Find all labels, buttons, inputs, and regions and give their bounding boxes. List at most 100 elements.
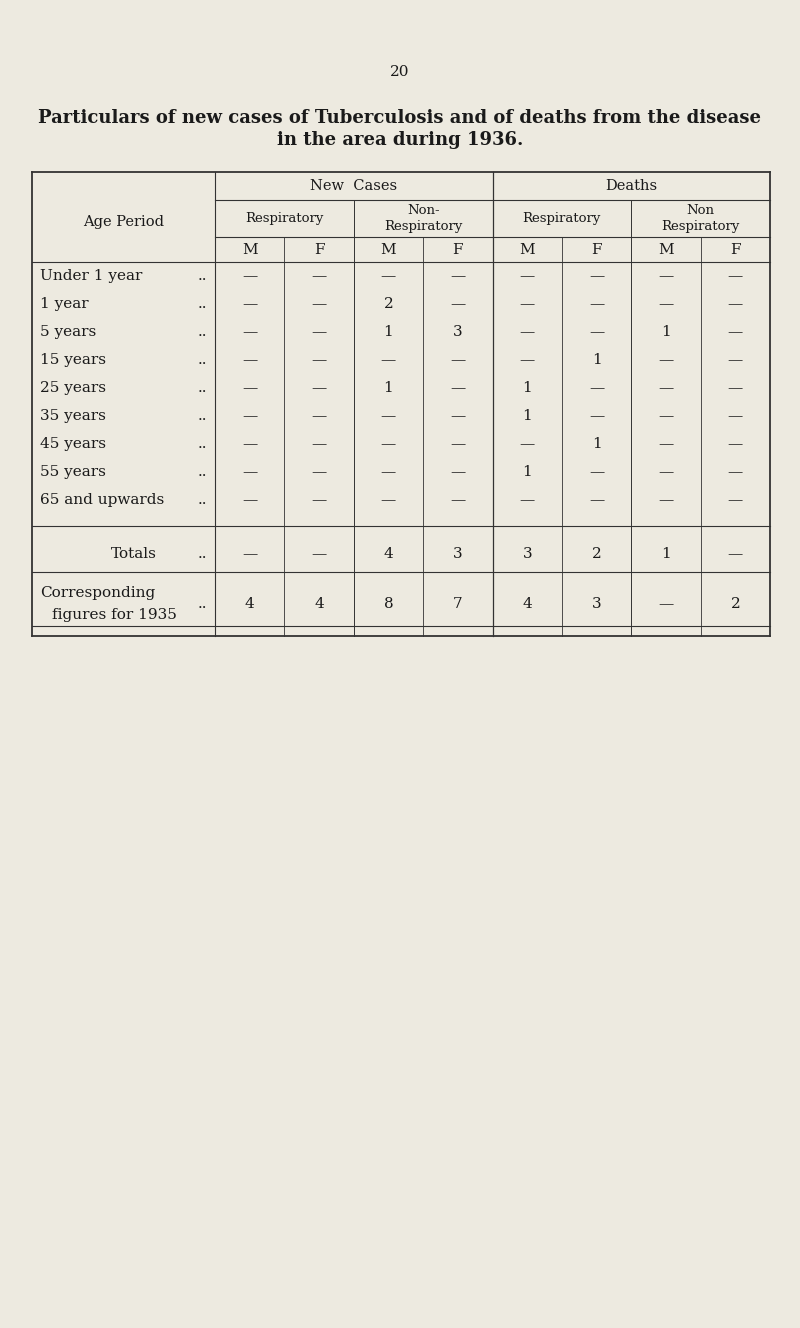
Text: —: —: [242, 297, 258, 311]
Text: 1: 1: [383, 325, 394, 339]
Text: New  Cases: New Cases: [310, 179, 398, 193]
Text: 20: 20: [390, 65, 410, 78]
Text: —: —: [658, 270, 674, 283]
Text: Under 1 year: Under 1 year: [40, 270, 142, 283]
Text: —: —: [589, 409, 604, 424]
Text: 65 and upwards: 65 and upwards: [40, 493, 164, 507]
Text: ..: ..: [198, 493, 207, 507]
Text: —: —: [589, 325, 604, 339]
Text: M: M: [381, 243, 396, 256]
Text: ..: ..: [198, 325, 207, 339]
Text: —: —: [589, 297, 604, 311]
Text: 1: 1: [383, 381, 394, 394]
Text: —: —: [242, 270, 258, 283]
Text: —: —: [311, 437, 326, 452]
Text: 1: 1: [661, 325, 671, 339]
Text: —: —: [450, 493, 466, 507]
Text: —: —: [381, 465, 396, 479]
Text: 55 years: 55 years: [40, 465, 106, 479]
Text: ..: ..: [198, 598, 207, 611]
Text: —: —: [450, 437, 466, 452]
Text: —: —: [242, 465, 258, 479]
Text: 2: 2: [730, 598, 740, 611]
Text: —: —: [242, 547, 258, 560]
Text: 25 years: 25 years: [40, 381, 106, 394]
Text: ..: ..: [198, 547, 207, 560]
Text: —: —: [381, 409, 396, 424]
Text: —: —: [311, 297, 326, 311]
Text: 15 years: 15 years: [40, 353, 106, 367]
Text: F: F: [730, 243, 741, 256]
Text: —: —: [658, 465, 674, 479]
Text: 7: 7: [453, 598, 462, 611]
Text: —: —: [728, 270, 743, 283]
Text: 4: 4: [245, 598, 254, 611]
Text: 1: 1: [522, 465, 532, 479]
Text: —: —: [242, 409, 258, 424]
Text: —: —: [381, 437, 396, 452]
Text: —: —: [728, 409, 743, 424]
Text: —: —: [589, 381, 604, 394]
Text: —: —: [242, 437, 258, 452]
Text: ..: ..: [198, 381, 207, 394]
Text: 3: 3: [522, 547, 532, 560]
Text: —: —: [519, 493, 535, 507]
Text: 1: 1: [592, 353, 602, 367]
Text: 5 years: 5 years: [40, 325, 96, 339]
Text: F: F: [453, 243, 463, 256]
Text: M: M: [519, 243, 535, 256]
Text: ..: ..: [198, 437, 207, 452]
Text: —: —: [728, 465, 743, 479]
Text: —: —: [519, 437, 535, 452]
Text: figures for 1935: figures for 1935: [52, 608, 177, 622]
Text: M: M: [658, 243, 674, 256]
Text: ..: ..: [198, 465, 207, 479]
Text: —: —: [450, 270, 466, 283]
Text: 3: 3: [453, 547, 462, 560]
Text: Totals: Totals: [110, 547, 157, 560]
Text: —: —: [658, 297, 674, 311]
Text: Respiratory: Respiratory: [522, 212, 601, 224]
Text: 45 years: 45 years: [40, 437, 106, 452]
Text: 1: 1: [522, 409, 532, 424]
Text: Respiratory: Respiratory: [245, 212, 323, 224]
Text: —: —: [450, 465, 466, 479]
Text: —: —: [311, 493, 326, 507]
Text: 1: 1: [661, 547, 671, 560]
Text: ..: ..: [198, 297, 207, 311]
Text: —: —: [311, 547, 326, 560]
Text: —: —: [658, 493, 674, 507]
Text: M: M: [242, 243, 258, 256]
Text: —: —: [589, 493, 604, 507]
Text: 3: 3: [592, 598, 602, 611]
Text: —: —: [242, 325, 258, 339]
Text: —: —: [311, 353, 326, 367]
Text: —: —: [381, 493, 396, 507]
Text: —: —: [728, 493, 743, 507]
Text: —: —: [519, 270, 535, 283]
Text: —: —: [658, 409, 674, 424]
Text: —: —: [381, 353, 396, 367]
Text: 3: 3: [453, 325, 462, 339]
Text: Deaths: Deaths: [605, 179, 658, 193]
Text: 1: 1: [592, 437, 602, 452]
Text: F: F: [314, 243, 324, 256]
Text: —: —: [728, 381, 743, 394]
Text: —: —: [311, 325, 326, 339]
Text: ..: ..: [198, 270, 207, 283]
Text: 35 years: 35 years: [40, 409, 106, 424]
Text: 4: 4: [383, 547, 394, 560]
Text: —: —: [728, 297, 743, 311]
Text: —: —: [311, 270, 326, 283]
Text: 1 year: 1 year: [40, 297, 89, 311]
Text: —: —: [381, 270, 396, 283]
Text: —: —: [311, 381, 326, 394]
Text: Particulars of new cases of Tuberculosis and of deaths from the disease: Particulars of new cases of Tuberculosis…: [38, 109, 762, 127]
Text: Corresponding: Corresponding: [40, 586, 155, 600]
Text: F: F: [591, 243, 602, 256]
Text: —: —: [589, 465, 604, 479]
Text: Non-
Respiratory: Non- Respiratory: [384, 205, 462, 232]
Text: —: —: [450, 381, 466, 394]
Text: —: —: [728, 353, 743, 367]
Text: 1: 1: [522, 381, 532, 394]
